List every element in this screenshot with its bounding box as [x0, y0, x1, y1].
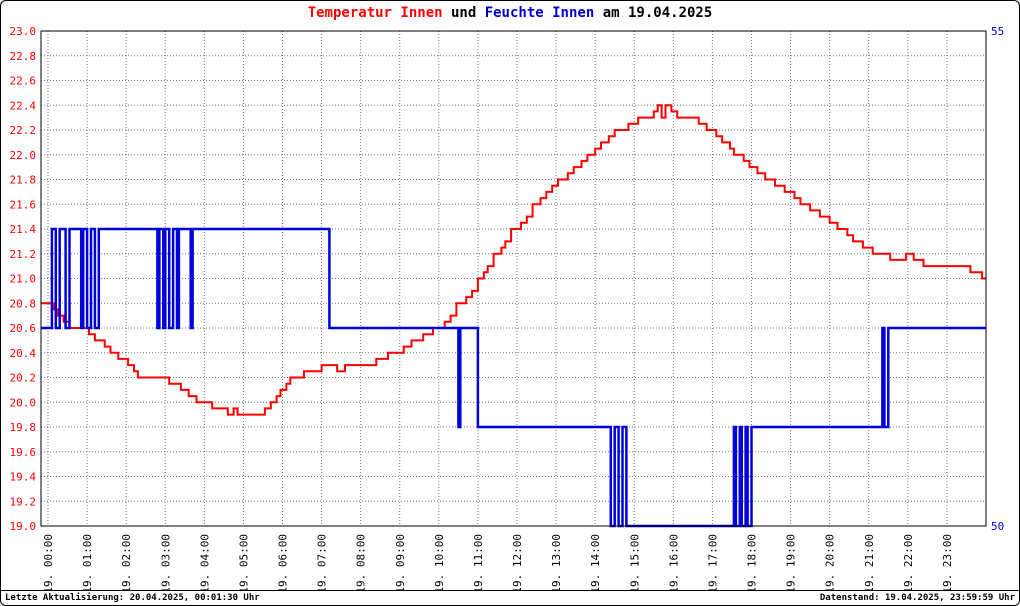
svg-text:22.0: 22.0: [10, 149, 37, 162]
svg-text:22.6: 22.6: [10, 75, 37, 88]
svg-text:19. 02:00: 19. 02:00: [120, 534, 133, 593]
status-bar: Letzte Aktualisierung: 20.04.2025, 00:01…: [1, 590, 1019, 605]
svg-text:22.8: 22.8: [10, 50, 37, 63]
svg-text:19. 00:00: 19. 00:00: [42, 534, 55, 593]
svg-text:19. 07:00: 19. 07:00: [316, 534, 329, 593]
svg-text:20.4: 20.4: [10, 347, 37, 360]
svg-text:19. 01:00: 19. 01:00: [81, 534, 94, 593]
svg-text:19. 17:00: 19. 17:00: [706, 534, 719, 593]
svg-text:21.0: 21.0: [10, 273, 37, 286]
last-update-text: Letzte Aktualisierung: 20.04.2025, 00:01…: [5, 593, 260, 603]
svg-text:19.4: 19.4: [10, 471, 37, 484]
svg-text:19. 09:00: 19. 09:00: [394, 534, 407, 593]
svg-text:19. 23:00: 19. 23:00: [941, 534, 954, 593]
svg-text:20.2: 20.2: [10, 372, 37, 385]
svg-text:50: 50: [991, 520, 1004, 533]
svg-text:22.4: 22.4: [10, 99, 37, 112]
svg-text:19. 14:00: 19. 14:00: [589, 534, 602, 593]
svg-text:19. 22:00: 19. 22:00: [902, 534, 915, 593]
title-connector-und: und: [442, 5, 485, 21]
svg-text:19. 10:00: 19. 10:00: [433, 534, 446, 593]
svg-text:19. 11:00: 19. 11:00: [472, 534, 485, 593]
svg-text:19.6: 19.6: [10, 446, 37, 459]
svg-text:19.0: 19.0: [10, 520, 37, 533]
title-date-label: am 19.04.2025: [594, 5, 713, 21]
svg-text:55: 55: [991, 25, 1004, 38]
svg-text:19.2: 19.2: [10, 495, 37, 508]
svg-text:19. 03:00: 19. 03:00: [159, 534, 172, 593]
svg-text:19. 15:00: 19. 15:00: [628, 534, 641, 593]
svg-text:22.2: 22.2: [10, 124, 37, 137]
svg-text:23.0: 23.0: [10, 25, 37, 38]
svg-text:19. 19:00: 19. 19:00: [785, 534, 798, 593]
data-timestamp-text: Datenstand: 19.04.2025, 23:59:59 Uhr: [819, 593, 1015, 603]
svg-text:21.2: 21.2: [10, 248, 37, 261]
svg-text:19. 13:00: 19. 13:00: [550, 534, 563, 593]
svg-text:21.8: 21.8: [10, 174, 37, 187]
svg-text:20.6: 20.6: [10, 322, 37, 335]
svg-text:19. 12:00: 19. 12:00: [511, 534, 524, 593]
svg-text:19. 16:00: 19. 16:00: [667, 534, 680, 593]
title-temperature-label: Temperatur Innen: [307, 5, 443, 21]
svg-text:21.4: 21.4: [10, 223, 37, 236]
title-humidity-label: Feuchte Innen: [484, 5, 595, 21]
svg-text:19. 18:00: 19. 18:00: [746, 534, 759, 593]
chart-title: Temperatur Innen und Feuchte Innen am 19…: [1, 5, 1019, 21]
svg-text:19.8: 19.8: [10, 421, 37, 434]
svg-text:19. 05:00: 19. 05:00: [237, 534, 250, 593]
svg-text:19. 21:00: 19. 21:00: [863, 534, 876, 593]
svg-text:21.6: 21.6: [10, 198, 37, 211]
temperature-humidity-chart: 19. 00:00 19. 01:00 19. 02:00 19. 03:00 19. …: [10, 25, 1005, 593]
svg-text:19. 08:00: 19. 08:00: [355, 534, 368, 593]
svg-text:19. 06:00: 19. 06:00: [277, 534, 290, 593]
svg-text:19. 04:00: 19. 04:00: [198, 534, 211, 593]
svg-text:20.0: 20.0: [10, 396, 37, 409]
svg-text:19. 20:00: 19. 20:00: [824, 534, 837, 593]
svg-text:20.8: 20.8: [10, 297, 37, 310]
